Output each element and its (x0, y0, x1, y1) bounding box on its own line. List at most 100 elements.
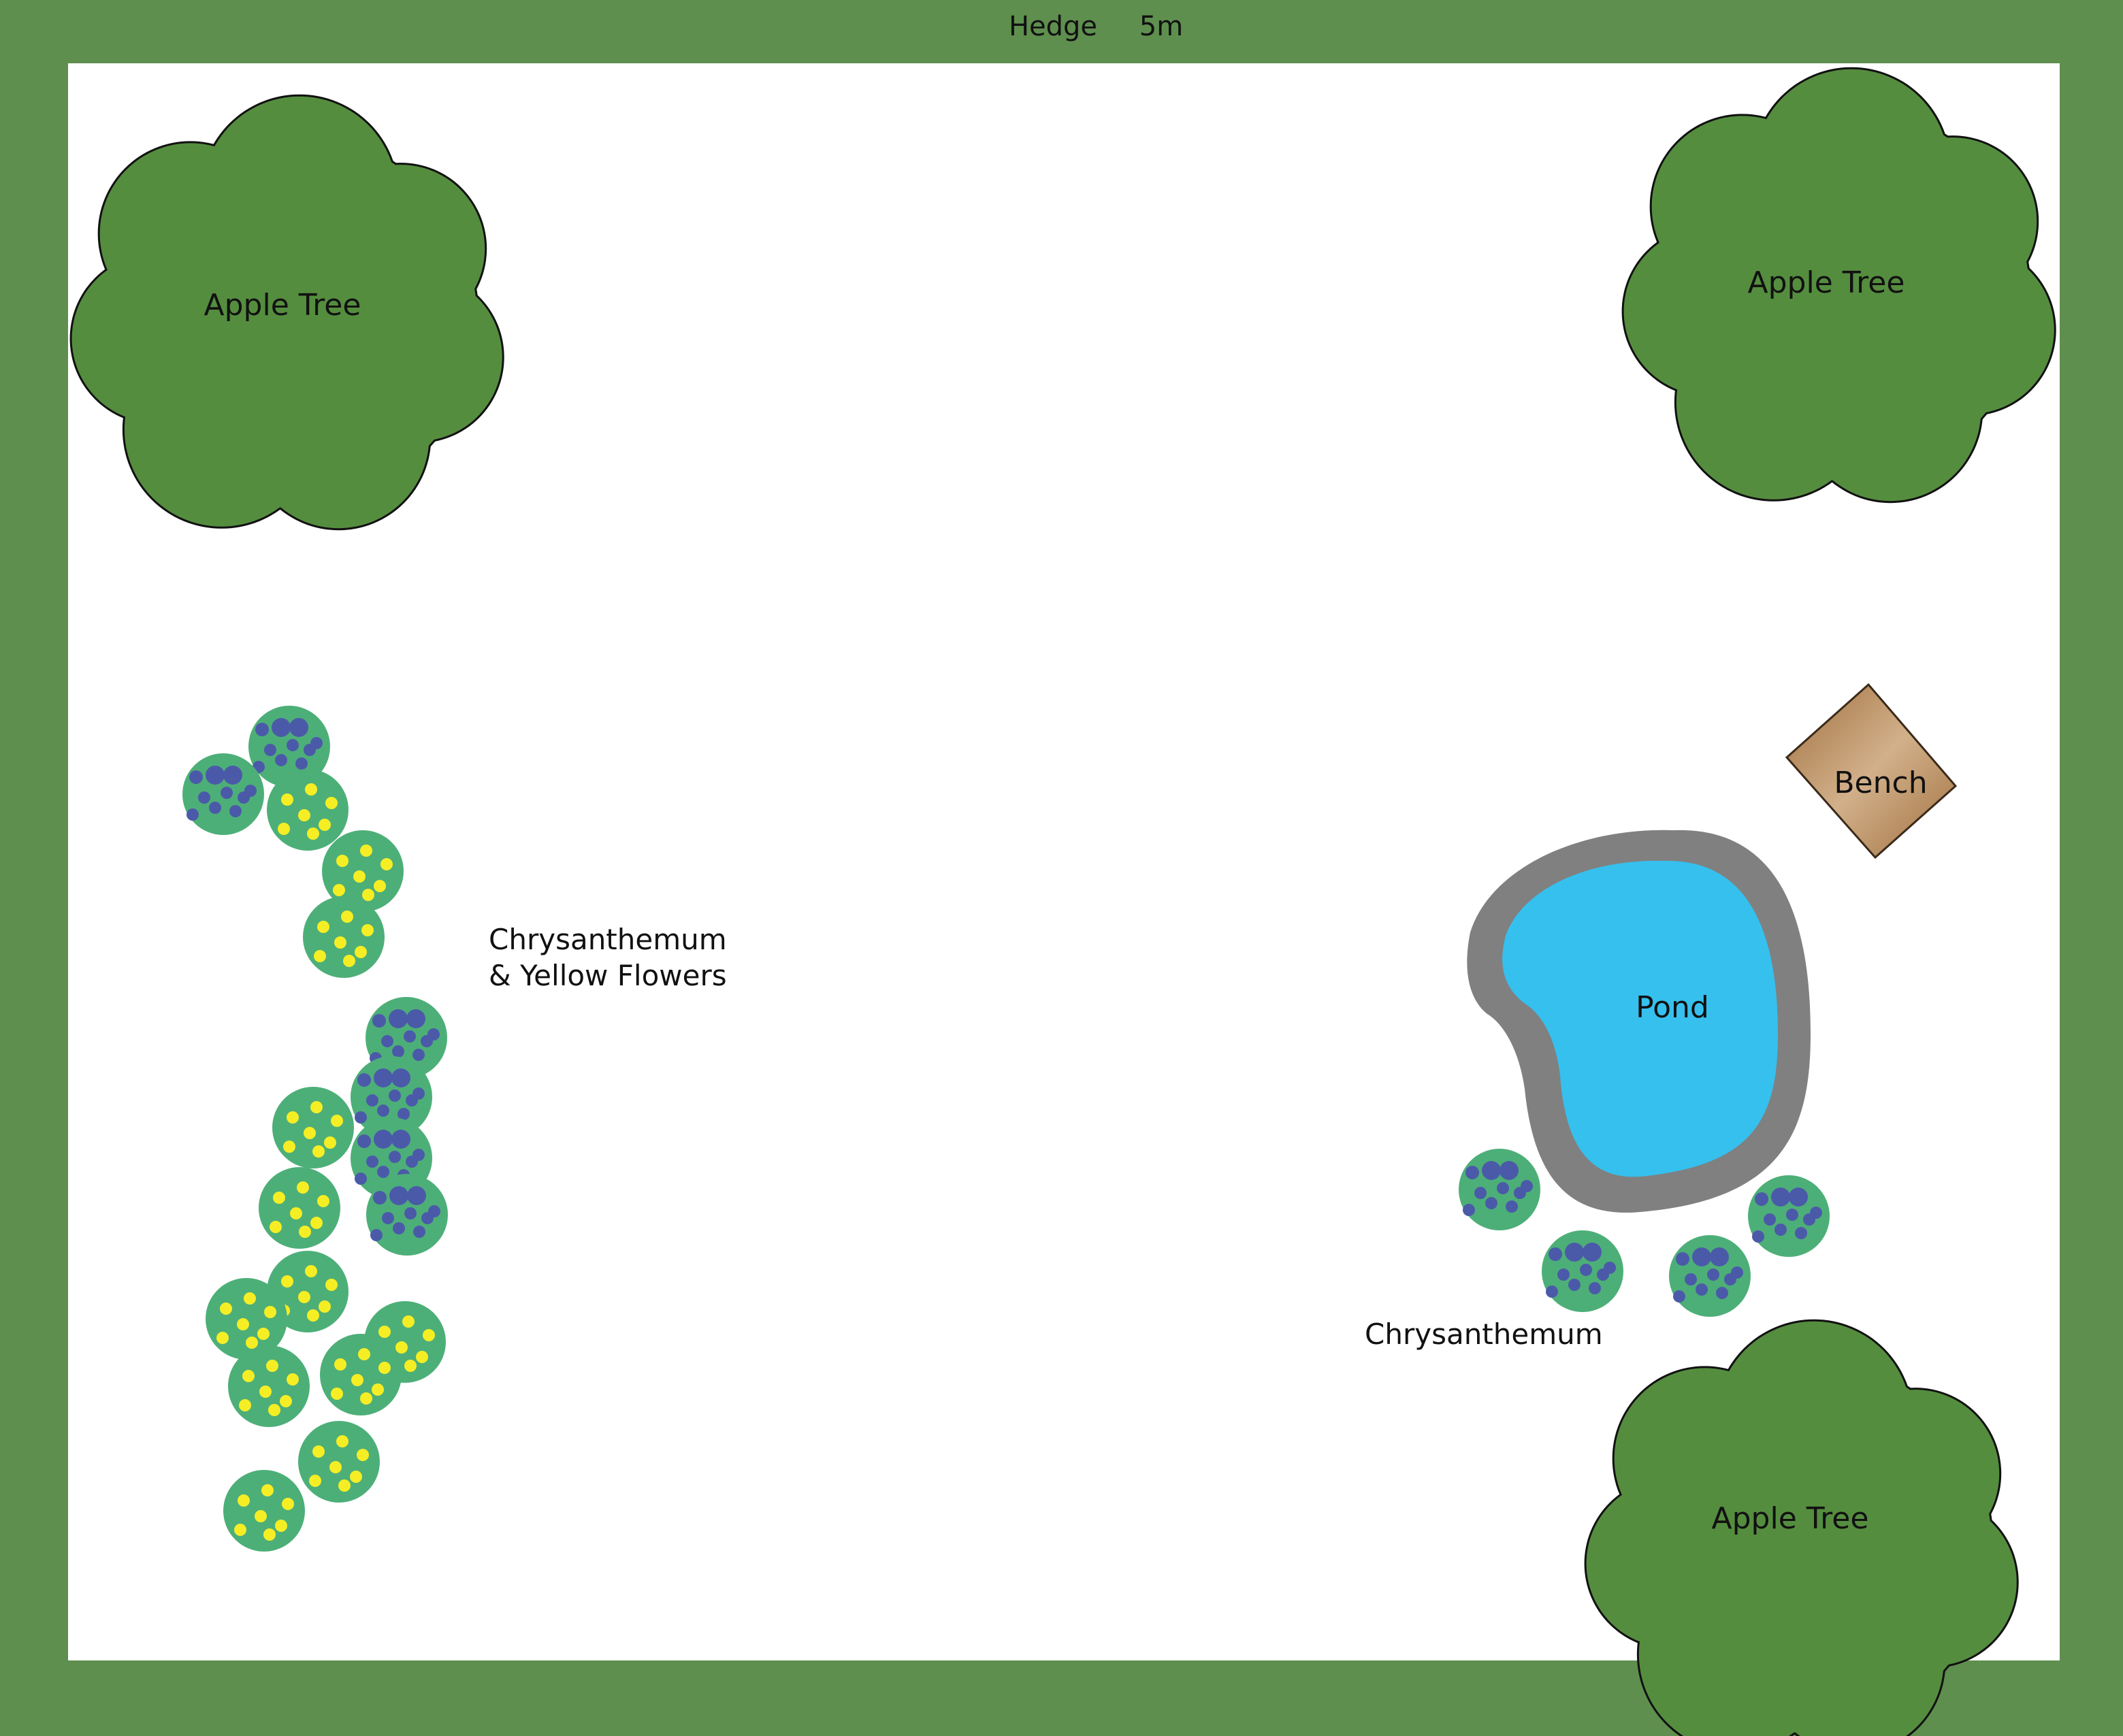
chrysanthemum-flower (1789, 1188, 1808, 1207)
chrysanthemum-flower (412, 1087, 425, 1100)
yellow-flower-shrub (298, 1421, 380, 1503)
chrysanthemum-flower (275, 754, 287, 766)
yellow-flower (287, 1373, 299, 1386)
pond-water (1502, 860, 1778, 1177)
yellow-flower (264, 1306, 276, 1318)
yellow-flower (333, 884, 345, 896)
chrysanthemum-flower (1506, 1200, 1518, 1213)
yellow-flower (395, 1341, 408, 1354)
yellow-flower (287, 1111, 299, 1124)
yellow-flower (281, 793, 293, 806)
chrysanthemum-flower (1465, 1166, 1479, 1179)
chrysanthemum-flower (1546, 1285, 1558, 1298)
yellow-flower (374, 880, 386, 892)
yellow-flower (325, 797, 338, 809)
chrysanthemum-flower (187, 808, 199, 821)
yellow-flower-shrub (228, 1345, 310, 1427)
chrysanthemum-flower (1685, 1273, 1697, 1285)
chrysanthemum-flower (1810, 1207, 1822, 1219)
yellow-flower (275, 1520, 287, 1532)
chrysanthemum-flower (1521, 1180, 1533, 1192)
chrysanthemum-flower (1485, 1197, 1497, 1209)
chrysanthemum-flower (1497, 1182, 1509, 1194)
chrysanthemum-flower (1589, 1282, 1601, 1294)
apple-tree-bottom-right (1584, 1319, 2019, 1736)
chrysanthemum-flower (1557, 1268, 1570, 1281)
chrysanthemum-flower (391, 1068, 410, 1087)
yellow-flower (290, 1207, 302, 1219)
chrysanthemum-flower (189, 770, 203, 784)
yellow-flower (362, 889, 374, 901)
chrysanthemum-flower (377, 1104, 389, 1117)
chrysanthemum-flower (1795, 1227, 1807, 1239)
chrysanthemum-flower (1474, 1187, 1487, 1199)
yellow-flower (234, 1524, 246, 1536)
chrysanthemum-flower (355, 1111, 367, 1124)
chrysanthemum-flower (1549, 1247, 1562, 1261)
chrysanthemum-flower (1755, 1192, 1768, 1206)
yellow-flower (350, 1471, 362, 1483)
chrysanthemum-flower (255, 723, 269, 736)
yellow-flower (336, 1435, 349, 1447)
chrysanthemum-flower (355, 1173, 367, 1185)
yellow-flower (238, 1494, 250, 1507)
yellow-flower (237, 1318, 249, 1330)
pond-label: Pond (1636, 990, 1709, 1025)
yellow-flower (312, 1445, 325, 1458)
chrysanthemum-flower (1565, 1243, 1584, 1262)
yellow-flower-shrub (259, 1167, 340, 1249)
apple-tree-label: Apple Tree (1748, 265, 1905, 300)
chrysanthemum-flower (310, 737, 323, 749)
chrysanthemum-flower (295, 757, 308, 770)
chrysanthemum-flower (287, 739, 299, 751)
chrysanthemum-flower (398, 1108, 410, 1120)
chrysanthemum-flower (229, 805, 242, 817)
chrysanthemum-flower (357, 1073, 371, 1087)
yellow-flower (336, 855, 349, 867)
yellow-flower (259, 1386, 272, 1398)
yellow-flower (416, 1351, 428, 1363)
yellow-flower (246, 1337, 258, 1349)
yellow-flower (305, 783, 317, 796)
yellow-flower (319, 819, 331, 831)
chrysanthemum-flower (1568, 1279, 1581, 1291)
chrysanthemum-flower (1752, 1230, 1764, 1243)
chrysanthemum-flower (381, 1035, 393, 1047)
chrysanthemum-flower (389, 1090, 401, 1102)
yellow-flower (255, 1510, 267, 1522)
yellow-flower (299, 1226, 311, 1238)
yellow-flower-shrub (223, 1470, 305, 1552)
chrysanthemum-flower (392, 1045, 404, 1058)
chrysanthemum-flower (198, 791, 210, 804)
chrysanthemum-flower (1716, 1287, 1728, 1299)
yellow-flower (355, 946, 367, 958)
hedge-label: Hedge (1009, 11, 1097, 42)
yellow-flower (329, 1461, 342, 1473)
chrysanthemum-flower (1583, 1243, 1602, 1262)
chrysanthemum-flower (404, 1030, 416, 1043)
chrysanthemum-flower (389, 1151, 401, 1163)
yellow-flower (244, 1292, 256, 1305)
chrysanthemum-flower (413, 1226, 425, 1238)
yellow-flower (310, 1217, 323, 1229)
chrysanthemum-flower (427, 1028, 440, 1041)
tree-canopy-lobe (317, 165, 485, 333)
yellow-flower (268, 1404, 280, 1416)
chrysanthemum-flower (1731, 1266, 1743, 1279)
chrysanthemum-flower (1482, 1161, 1501, 1180)
yellow-flower (310, 1101, 323, 1113)
yellow-flower (283, 1141, 295, 1153)
right-bed-label: Chrysanthemum (1365, 1317, 1603, 1351)
yellow-flower (309, 1475, 321, 1487)
yellow-flower (307, 828, 319, 840)
yellow-flower (261, 1484, 274, 1496)
yellow-flower (314, 950, 326, 962)
left-bed-label-line2: & Yellow Flowers (489, 959, 727, 992)
apple-tree-label: Apple Tree (204, 288, 361, 323)
chrysanthemum-flower (1692, 1247, 1711, 1266)
yellow-flower (317, 921, 329, 933)
yellow-flower (239, 1399, 251, 1411)
chrysanthemum-flower (370, 1229, 383, 1241)
chrysanthemum-flower (389, 1009, 408, 1028)
